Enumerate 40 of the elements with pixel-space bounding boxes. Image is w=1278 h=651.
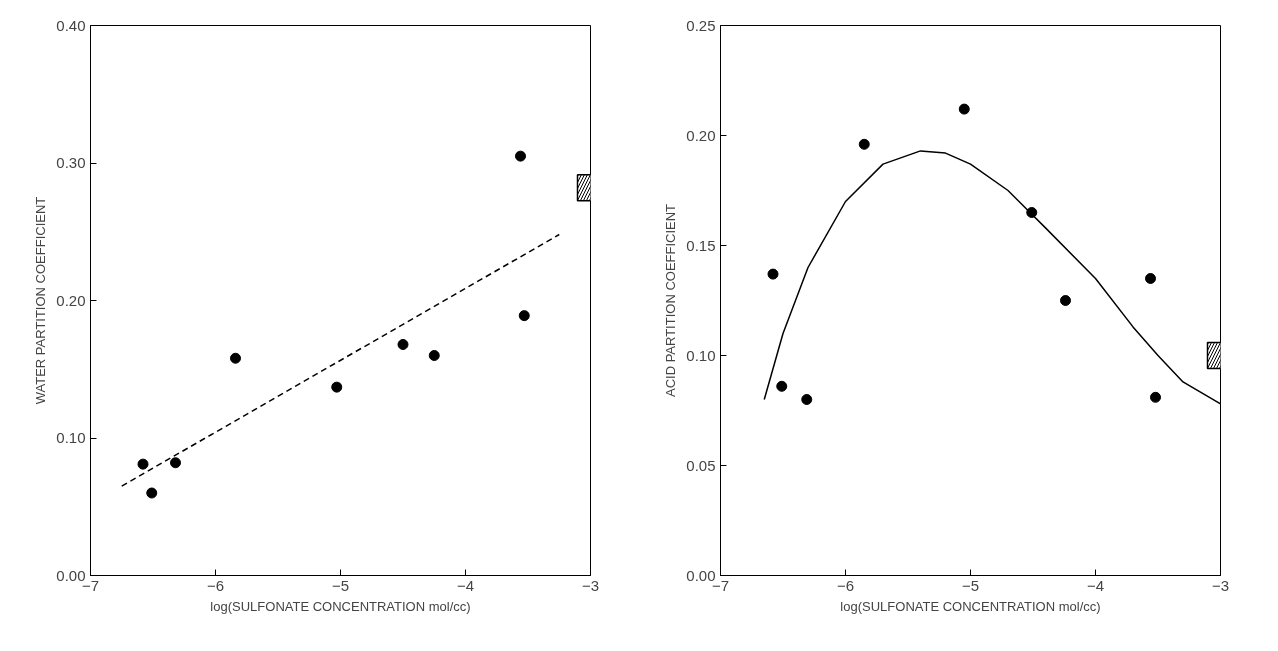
point [518,310,530,322]
point [1060,295,1071,306]
y-tick-label: 0.00 [686,566,716,584]
point [397,339,409,350]
y-tick-label: 0.20 [56,291,86,309]
point [331,381,343,393]
x-axis-title: log(SULFONATE CONCENTRATION mol/cc) [840,598,1101,614]
point [146,487,158,499]
point [230,352,241,364]
point [137,458,149,470]
x-tick-label: −6 [836,576,855,594]
y-tick-label: 0.15 [686,236,716,254]
y-tick-label: 0.00 [56,566,86,584]
point [858,138,870,150]
y-axis-title: ACID PARTITION COEFFICIENT [663,203,679,398]
x-tick-label: −4 [456,576,475,594]
point [1150,391,1161,403]
point [801,394,813,405]
y-tick-label: 0.10 [686,346,716,364]
x-tick-label: −6 [206,576,225,594]
y-tick-label: 0.40 [56,16,86,34]
point [767,268,779,280]
y-tick-label: 0.25 [686,16,716,34]
x-tick-label: −4 [1086,576,1105,594]
x-tick-label: −5 [331,576,350,594]
x-tick-label: −5 [961,576,980,594]
y-tick-label: 0.20 [686,126,716,144]
x-tick-label: −3 [1211,576,1230,594]
point [170,457,181,469]
x-axis-title: log(SULFONATE CONCENTRATION mol/cc) [210,598,471,614]
y-tick-label: 0.05 [686,456,716,474]
point [428,350,440,361]
y-tick-label: 0.30 [56,154,86,171]
point [515,150,526,162]
x-tick-label: −3 [581,576,600,594]
y-axis-title: WATER PARTITION COEFFICIENT [33,196,49,405]
point [776,380,788,392]
y-tick-label: 0.10 [56,429,86,446]
point [958,103,970,115]
point [1145,273,1156,284]
